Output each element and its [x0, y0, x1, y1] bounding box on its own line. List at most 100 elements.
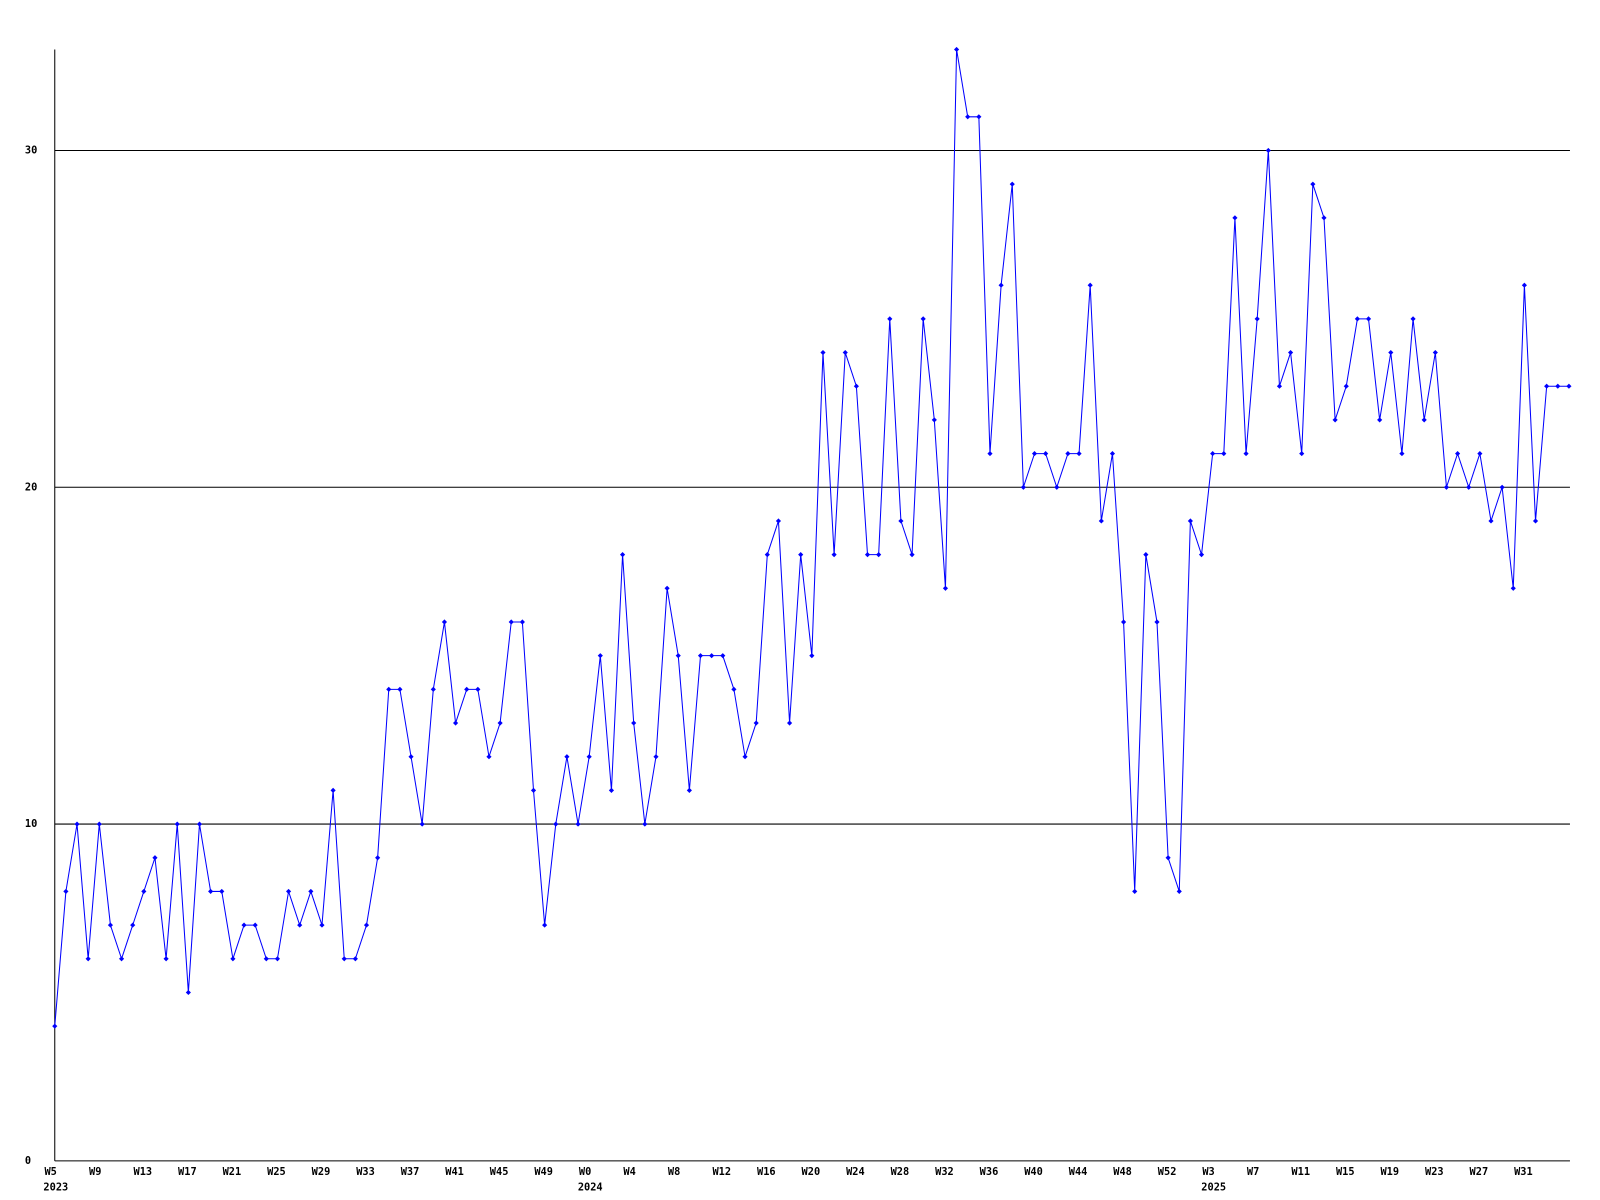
- data-point: [419, 821, 425, 827]
- data-point: [341, 956, 347, 962]
- x-tick-label: W19: [1380, 1166, 1399, 1178]
- data-point: [152, 855, 158, 861]
- data-point: [408, 754, 414, 760]
- data-point: [731, 686, 737, 692]
- data-point: [1165, 855, 1171, 861]
- x-tick-label: W41: [445, 1166, 464, 1178]
- data-point: [876, 552, 882, 558]
- data-point: [620, 552, 626, 558]
- x-tick-label: W11: [1291, 1166, 1310, 1178]
- data-point: [219, 888, 225, 894]
- data-point: [864, 552, 871, 558]
- data-point: [1031, 451, 1038, 457]
- data-point: [1343, 383, 1349, 389]
- x-tick-label: W29: [312, 1166, 331, 1178]
- data-point: [130, 922, 136, 928]
- data-point: [1221, 451, 1227, 457]
- data-point: [163, 956, 169, 962]
- data-point: [1443, 484, 1450, 490]
- data-point: [1232, 215, 1238, 221]
- x-tick-label: W48: [1113, 1166, 1132, 1178]
- year-label: 2025: [1201, 1182, 1226, 1194]
- data-point: [1210, 451, 1216, 457]
- data-point: [898, 518, 904, 524]
- data-point: [1377, 417, 1383, 423]
- data-point: [486, 754, 492, 760]
- x-tick-label: W7: [1247, 1166, 1259, 1178]
- x-tick-label: W24: [846, 1166, 865, 1178]
- x-tick-label: W8: [668, 1166, 680, 1178]
- data-point: [675, 653, 681, 659]
- data-point: [1187, 518, 1193, 524]
- data-point: [441, 619, 448, 625]
- data-point: [363, 922, 370, 928]
- year-label: 2024: [578, 1182, 603, 1194]
- data-point: [430, 686, 436, 692]
- data-point: [976, 114, 982, 120]
- data-point: [586, 754, 592, 760]
- x-tick-label: W52: [1158, 1166, 1177, 1178]
- data-point: [386, 686, 392, 692]
- data-point: [1544, 383, 1550, 389]
- data-point: [631, 720, 637, 726]
- data-point: [842, 349, 848, 356]
- data-point: [553, 821, 559, 827]
- data-point: [519, 619, 525, 625]
- data-point: [96, 821, 102, 827]
- y-tick-label: 10: [25, 818, 37, 830]
- data-point: [1421, 417, 1427, 423]
- data-point: [1132, 888, 1138, 894]
- data-point: [1009, 181, 1015, 187]
- data-point: [308, 888, 314, 894]
- data-point: [1154, 619, 1160, 625]
- data-point: [1276, 383, 1283, 389]
- data-point: [686, 787, 692, 793]
- data-point: [375, 855, 381, 861]
- data-point: [74, 821, 80, 827]
- data-point: [1332, 417, 1338, 423]
- data-point: [753, 720, 759, 726]
- data-point: [285, 888, 292, 894]
- data-line: [54, 49, 1569, 1027]
- x-tick-label: W15: [1336, 1166, 1355, 1178]
- data-point: [965, 114, 971, 120]
- x-tick-label: W37: [401, 1166, 420, 1178]
- data-point: [208, 888, 214, 894]
- data-point: [1299, 451, 1305, 457]
- x-tick-label: W17: [178, 1166, 197, 1178]
- data-point: [1432, 349, 1438, 356]
- data-point: [1121, 619, 1127, 625]
- x-tick-label: W23: [1425, 1166, 1444, 1178]
- data-point: [1365, 316, 1372, 322]
- x-tick-label: W32: [935, 1166, 954, 1178]
- x-tick-label: W16: [757, 1166, 776, 1178]
- x-tick-label: W21: [223, 1166, 242, 1178]
- x-tick-label: W27: [1470, 1166, 1489, 1178]
- data-point: [1321, 215, 1327, 221]
- data-point: [831, 552, 837, 558]
- x-tick-label: W25: [267, 1166, 286, 1178]
- data-point: [909, 552, 915, 558]
- x-tick-label: W28: [891, 1166, 910, 1178]
- data-point: [464, 686, 470, 692]
- data-point: [1410, 316, 1416, 322]
- data-point: [998, 282, 1004, 288]
- data-point: [452, 720, 459, 726]
- data-point: [1043, 451, 1049, 457]
- data-point: [1143, 552, 1149, 558]
- data-point: [597, 653, 603, 659]
- data-point: [141, 888, 147, 894]
- data-point: [809, 653, 815, 659]
- data-point: [1310, 181, 1316, 187]
- x-tick-label: W45: [490, 1166, 509, 1178]
- data-point: [1243, 451, 1249, 457]
- data-point: [787, 720, 793, 726]
- data-point: [1455, 451, 1461, 457]
- data-point: [274, 956, 281, 962]
- data-point: [564, 754, 570, 760]
- x-tick-label: W13: [134, 1166, 153, 1178]
- data-point: [931, 417, 937, 423]
- data-point: [664, 585, 670, 591]
- x-tick-label: W9: [89, 1166, 101, 1178]
